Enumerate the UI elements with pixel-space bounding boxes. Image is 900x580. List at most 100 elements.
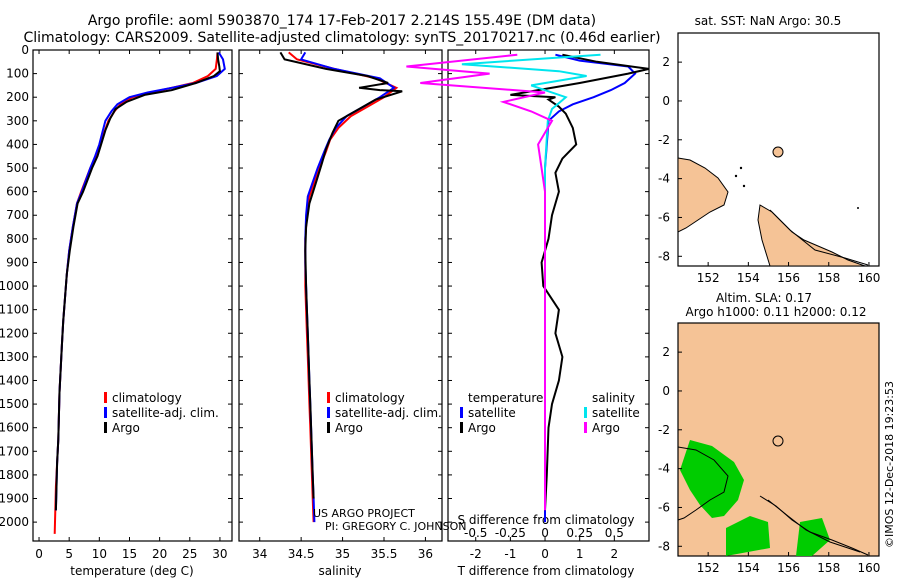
coastline: [677, 446, 729, 521]
map-y-tick-label: -2: [658, 423, 670, 437]
depth-tick-label: 1300: [0, 350, 29, 364]
depth-tick-label: 1800: [0, 468, 29, 482]
island-dot: [857, 207, 859, 209]
map-y-tick-label: 2: [662, 345, 670, 359]
reef-line: [769, 209, 869, 266]
cloud-patch: [726, 516, 770, 556]
map-y-tick-label: -8: [658, 249, 670, 263]
legend-swatch-argo: [104, 422, 107, 433]
depth-tick-label: 1900: [0, 492, 29, 506]
map-y-tick-label: -2: [658, 133, 670, 147]
sla-map: [677, 322, 880, 557]
x-tick-label: 5: [65, 547, 73, 561]
sst-map-ticks: 152 154 156 158 160 -8 -6 -4 -2 0 2: [658, 55, 880, 285]
legend-swatch-t-satellite: [460, 407, 463, 418]
map-x-tick-label: 154: [737, 271, 760, 285]
map-y-tick-label: 0: [662, 384, 670, 398]
legend-swatch-climatology: [104, 392, 107, 403]
depth-tick-label: 100: [6, 67, 29, 81]
s-diff-tick-label: -0.25: [495, 526, 526, 540]
island-dot: [742, 184, 746, 188]
legend-t-argo: Argo: [468, 421, 496, 435]
depth-tick-label: 400: [6, 137, 29, 151]
island-dot: [739, 166, 743, 170]
map-x-tick-label: 158: [817, 271, 840, 285]
land-new-guinea: [677, 157, 729, 233]
island-dot: [734, 174, 738, 178]
map-x-tick-label: 158: [817, 561, 840, 575]
depth-tick-label: 300: [6, 114, 29, 128]
map-y-tick-label: 0: [662, 94, 670, 108]
legend-climatology: climatology: [112, 391, 182, 405]
depth-tick-label: 1400: [0, 373, 29, 387]
legend-temperature-heading: temperature: [468, 391, 543, 405]
legend-swatch-argo: [327, 422, 330, 433]
x-tick-label: 15: [122, 547, 137, 561]
depth-tick-label: 500: [6, 161, 29, 175]
x-tick-label: 30: [212, 547, 227, 561]
temperature-panel: [32, 49, 233, 542]
salinity-legend: climatology satellite-adj. clim. Argo: [327, 391, 442, 435]
depth-tick-label: 1500: [0, 397, 29, 411]
credit-project: US ARGO PROJECT: [313, 507, 415, 520]
depth-tick-label: 1200: [0, 326, 29, 340]
title-line2: Climatology: CARS2009. Satellite-adjuste…: [23, 30, 660, 46]
cloud-patch: [680, 440, 744, 518]
map-y-tick-label: -6: [658, 210, 670, 224]
legend-swatch-s-argo: [584, 422, 587, 433]
x-tick-label: -1: [504, 547, 516, 561]
x-tick-label: 20: [152, 547, 167, 561]
sla-map-ticks: 152 154 156 158 160 -8 -6 -4 -2 0 2: [658, 345, 880, 575]
depth-tick-label: 0: [21, 43, 29, 57]
x-tick-label: 35.5: [371, 547, 398, 561]
series-climatology: [53, 52, 219, 534]
legend-climatology: climatology: [335, 391, 405, 405]
depth-tick-label: 1100: [0, 303, 29, 317]
legend-t-satellite: satellite: [468, 406, 516, 420]
sst-map-title: sat. SST: NaN Argo: 30.5: [695, 14, 842, 28]
series-argo: [54, 52, 221, 511]
depth-tick-label: 2000: [0, 515, 29, 529]
map-x-tick-label: 160: [857, 271, 880, 285]
map-x-tick-label: 156: [777, 561, 800, 575]
legend-satellite: satellite-adj. clim.: [335, 406, 442, 420]
map-x-tick-label: 154: [737, 561, 760, 575]
legend-argo: Argo: [335, 421, 363, 435]
depth-tick-label: 1700: [0, 444, 29, 458]
sst-map: [677, 32, 880, 267]
s-diff-tick-label: 0: [541, 526, 549, 540]
map-y-tick-label: -8: [658, 539, 670, 553]
s-diff-tick-label: -0.5: [464, 526, 487, 540]
depth-tick-label: 900: [6, 255, 29, 269]
profile-curves: [53, 51, 650, 534]
depth-tick-label: 200: [6, 90, 29, 104]
depth-tick-label: 1000: [0, 279, 29, 293]
x-tick-label: 35: [335, 547, 350, 561]
depth-tick-label: 700: [6, 208, 29, 222]
x-tick-label: 25: [182, 547, 197, 561]
sla-map-subtitle: Argo h1000: 0.11 h2000: 0.12: [686, 305, 867, 319]
title-line1: Argo profile: aoml 5903870_174 17-Feb-20…: [88, 13, 596, 29]
series-satellite-adj-clim-: [54, 51, 226, 511]
difference-legend: temperature satellite Argo salinity sate…: [460, 391, 640, 435]
credit-pi: PI: GREGORY C. JOHNSON: [325, 520, 466, 533]
s-diff-tick-label: 0.25: [566, 526, 593, 540]
legend-swatch-satellite: [104, 407, 107, 418]
difference-xlabel: T difference from climatology: [457, 564, 635, 578]
legend-salinity-heading: salinity: [592, 391, 635, 405]
legend-swatch-satellite: [327, 407, 330, 418]
sla-map-title: Altim. SLA: 0.17: [716, 291, 812, 305]
x-tick-label: 36: [418, 547, 433, 561]
map-y-tick-label: -6: [658, 500, 670, 514]
s-diff-tick-label: 0.5: [605, 526, 624, 540]
depth-tick-label: 600: [6, 185, 29, 199]
map-x-tick-label: 152: [697, 271, 720, 285]
x-tick-label: -2: [470, 547, 482, 561]
legend-swatch-climatology: [327, 392, 330, 403]
x-tick-label: 34.5: [288, 547, 315, 561]
x-tick-label: 0: [541, 547, 549, 561]
series-argo: [279, 51, 403, 499]
legend-swatch-s-satellite: [584, 407, 587, 418]
x-tick-label: 34: [252, 547, 267, 561]
